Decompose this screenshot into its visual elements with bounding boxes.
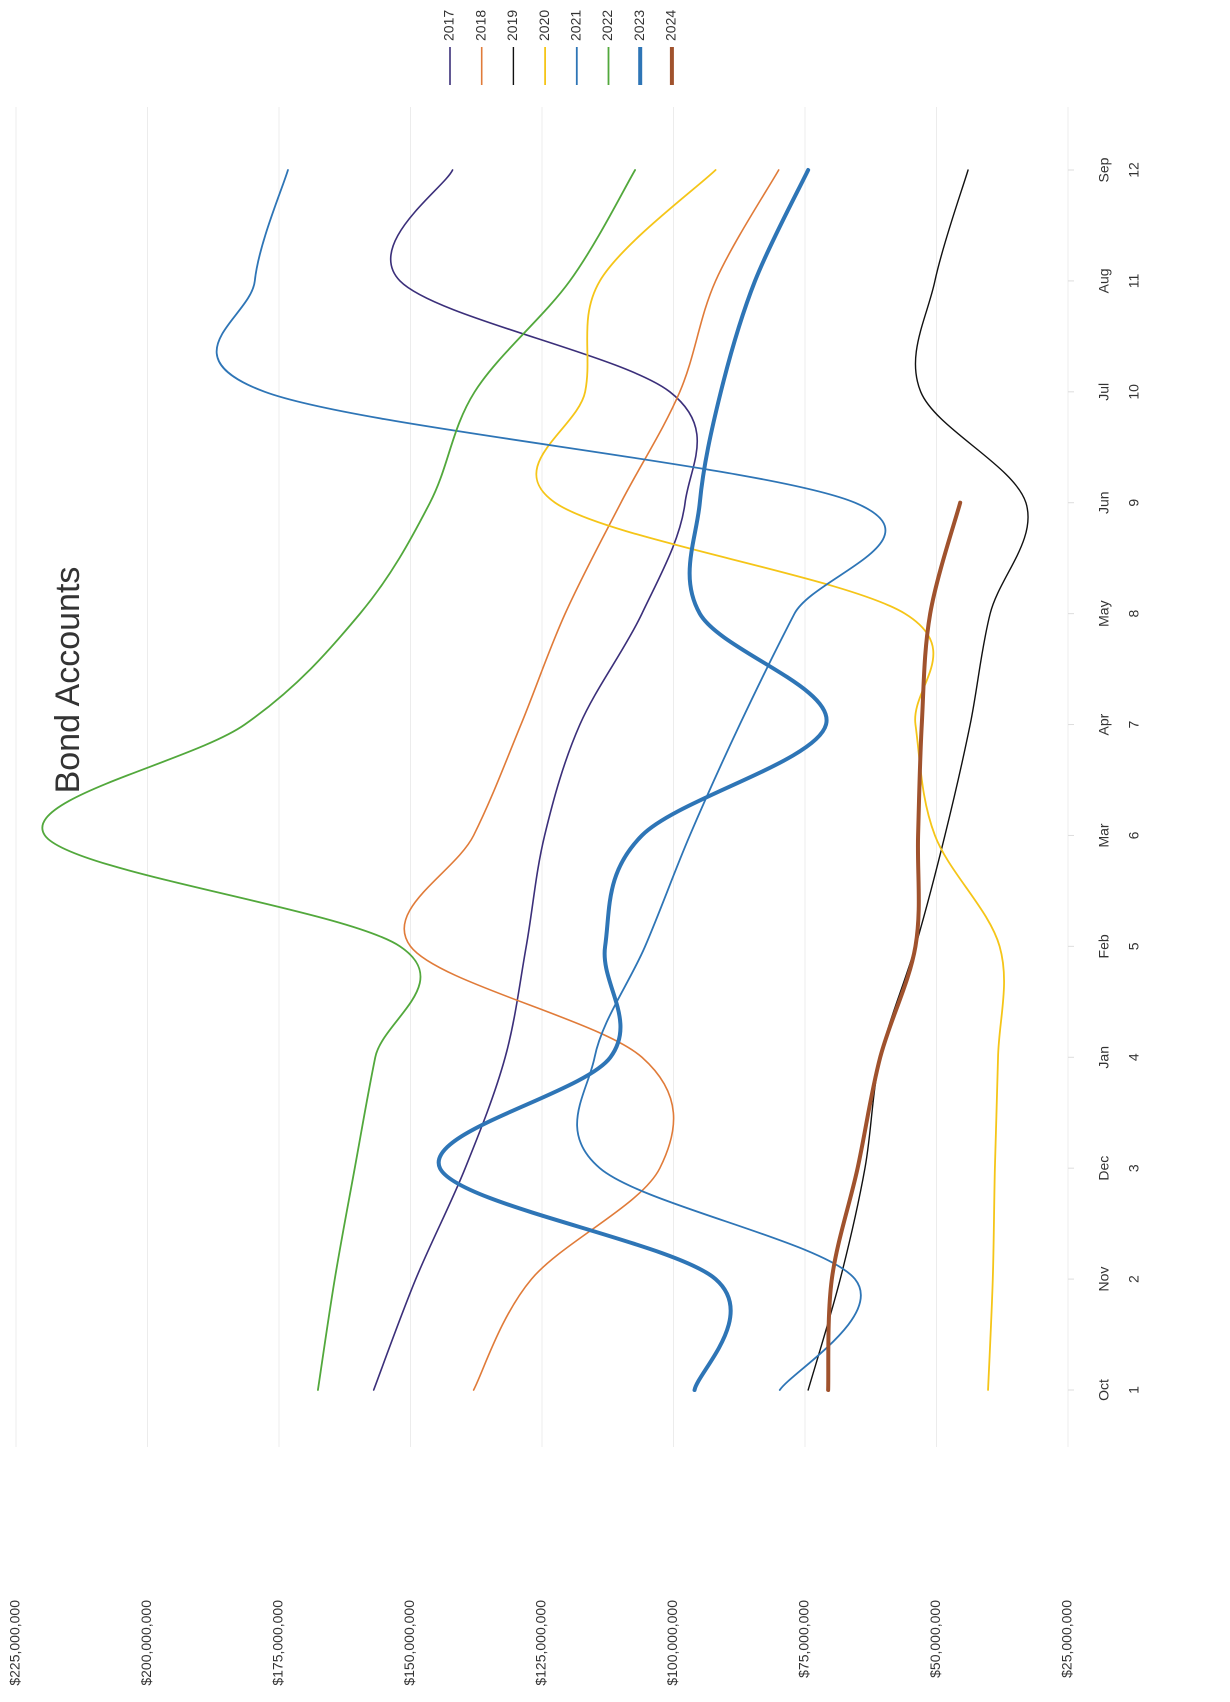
legend-label: 2018 — [472, 10, 488, 41]
y-tick-label: $25,000,000 — [1059, 1600, 1075, 1678]
x-tick-label: Apr — [1096, 713, 1112, 735]
x-tick-number: 8 — [1126, 610, 1142, 618]
x-tick-number: 2 — [1126, 1275, 1142, 1283]
x-tick-number: 6 — [1126, 831, 1142, 839]
x-tick-label: Mar — [1096, 823, 1112, 847]
x-tick-label: Sep — [1096, 157, 1112, 182]
x-tick-number: 5 — [1126, 942, 1142, 950]
legend-label: 2023 — [631, 10, 647, 41]
x-tick-label: Feb — [1096, 934, 1112, 958]
series-line — [535, 169, 1005, 1391]
y-tick-label: $100,000,000 — [664, 1600, 680, 1686]
series-line — [807, 169, 1029, 1391]
x-tick-label: Jun — [1096, 491, 1112, 514]
legend-label: 2021 — [568, 10, 584, 41]
y-tick-label: $225,000,000 — [7, 1600, 23, 1686]
series-line — [372, 169, 698, 1391]
legend-label: 2019 — [504, 10, 520, 41]
rotated-chart: Bond Accounts $25,000,000 $50,000,000 $75,… — [7, 10, 1142, 1686]
y-tick-label: $150,000,000 — [401, 1600, 417, 1686]
x-tick-number: 7 — [1126, 720, 1142, 728]
series-line — [436, 168, 829, 1392]
series-line — [403, 169, 780, 1391]
x-tick-label: Oct — [1096, 1379, 1112, 1401]
x-tick-number: 9 — [1126, 499, 1142, 507]
x-tick-number: 12 — [1126, 162, 1142, 178]
x-tick-label: Dec — [1096, 1156, 1112, 1181]
x-tick-number: 3 — [1126, 1164, 1142, 1172]
x-tick-number: 1 — [1126, 1386, 1142, 1394]
x-tick-label: Jul — [1096, 383, 1112, 401]
y-tick-label: $200,000,000 — [138, 1600, 154, 1686]
x-tick-number: 4 — [1126, 1053, 1142, 1061]
x-tick-label: Jan — [1096, 1046, 1112, 1069]
series-line — [215, 169, 887, 1391]
x-tick-number: 11 — [1126, 273, 1142, 288]
x-tick-label: May — [1096, 600, 1112, 626]
y-tick-label: $175,000,000 — [270, 1600, 286, 1686]
series-line — [41, 169, 637, 1391]
legend-label: 2024 — [663, 10, 679, 41]
legend-label: 2020 — [536, 10, 552, 41]
x-tick-label: Nov — [1096, 1267, 1112, 1292]
x-tick-number: 10 — [1126, 384, 1142, 400]
chart-title: Bond Accounts — [49, 567, 87, 794]
y-tick-label: $75,000,000 — [796, 1600, 812, 1678]
y-tick-label: $125,000,000 — [533, 1600, 549, 1686]
legend-label: 2017 — [441, 10, 457, 41]
legend-label: 2022 — [599, 10, 615, 41]
series-line — [826, 500, 963, 1392]
x-tick-label: Aug — [1096, 268, 1112, 293]
y-tick-label: $50,000,000 — [927, 1600, 943, 1678]
